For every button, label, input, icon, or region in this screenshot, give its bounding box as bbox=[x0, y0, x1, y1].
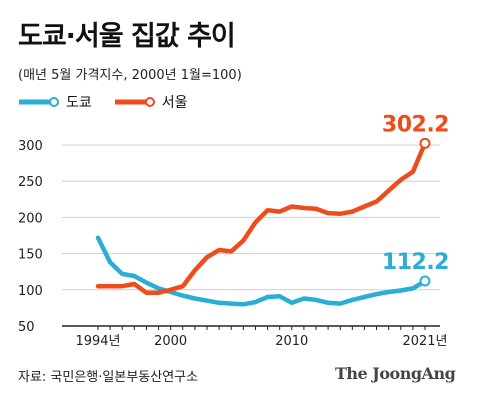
y-tick-label: 100 bbox=[18, 284, 43, 299]
y-tick-label: 250 bbox=[18, 175, 43, 190]
x-tick-label: 1994년 bbox=[75, 334, 120, 349]
chart-title: 도쿄·서울 집값 추이 bbox=[18, 21, 236, 52]
brand-logo: The JoongAng bbox=[335, 364, 456, 383]
series-end-label: 302.2 bbox=[382, 112, 449, 137]
legend: 도쿄 서울 bbox=[18, 92, 210, 112]
y-tick-label: 300 bbox=[18, 139, 43, 154]
y-tick-label: 200 bbox=[18, 211, 43, 226]
legend-label-seoul: 서울 bbox=[161, 95, 188, 111]
y-tick-label: 50 bbox=[18, 320, 35, 335]
legend-label-tokyo: 도쿄 bbox=[66, 95, 92, 111]
legend-item-tokyo: 도쿄 bbox=[18, 92, 92, 112]
series-end-point bbox=[419, 137, 431, 149]
series-line-seoul bbox=[95, 141, 428, 295]
x-tick-label: 2010 bbox=[275, 334, 308, 349]
series-end-point bbox=[419, 275, 431, 287]
chart-subtitle: (매년 5월 가격지수, 2000년 1월=100) bbox=[18, 68, 242, 83]
legend-marker-tokyo bbox=[19, 97, 59, 107]
x-tick-label: 2021년 bbox=[402, 334, 447, 349]
legend-item-seoul: 서울 bbox=[114, 92, 188, 112]
source-note: 자료: 국민은행·일본부동산연구소 bbox=[18, 370, 199, 385]
y-tick-label: 150 bbox=[18, 248, 43, 263]
legend-marker-seoul bbox=[114, 97, 155, 107]
x-tick-label: 2000 bbox=[154, 334, 187, 349]
series-line-tokyo bbox=[95, 235, 428, 307]
series-end-label: 112.2 bbox=[382, 250, 449, 275]
